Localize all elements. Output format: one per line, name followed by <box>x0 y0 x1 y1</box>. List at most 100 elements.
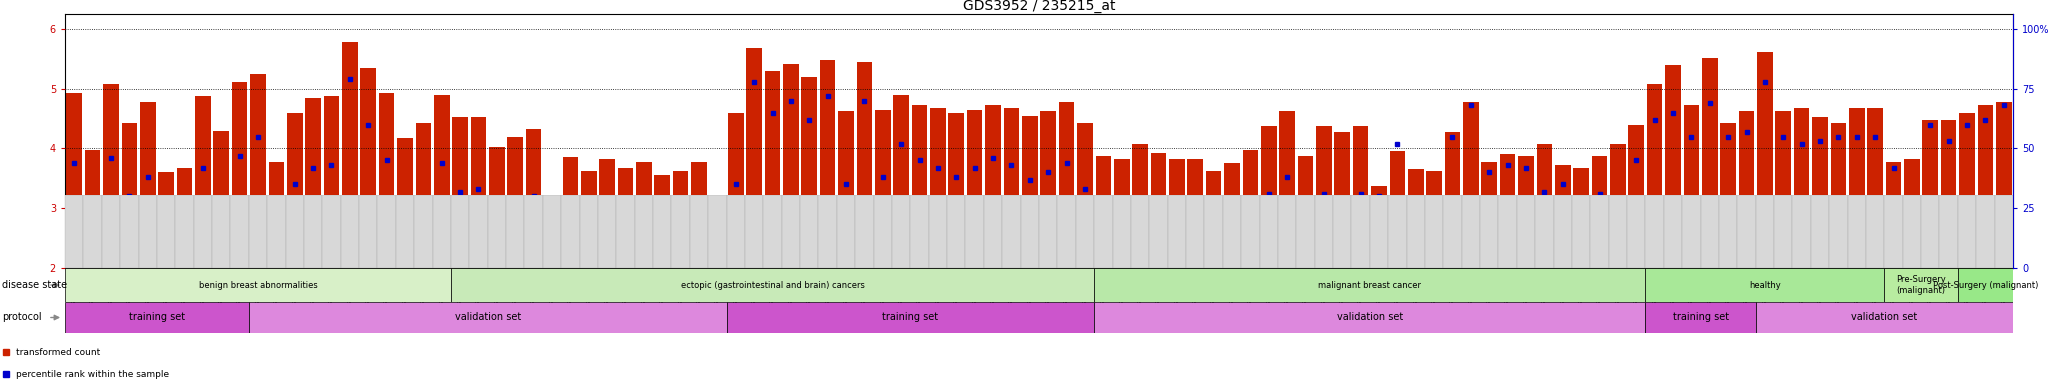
Bar <box>121 123 137 268</box>
Bar <box>1151 153 1165 268</box>
Text: malignant breast cancer: malignant breast cancer <box>1319 280 1421 290</box>
Bar <box>1206 171 1221 268</box>
Text: validation set: validation set <box>1851 313 1917 323</box>
Bar <box>1776 111 1792 268</box>
Bar <box>508 137 522 268</box>
Bar <box>764 71 780 268</box>
Bar <box>1960 113 1974 268</box>
Bar <box>102 84 119 268</box>
Bar <box>1225 164 1239 268</box>
Bar <box>600 159 614 268</box>
Bar <box>1812 118 1829 268</box>
Bar <box>545 201 559 268</box>
Bar <box>838 111 854 268</box>
Bar <box>1645 302 1755 333</box>
Bar <box>84 150 100 268</box>
Bar <box>1223 195 1241 268</box>
Bar <box>1700 195 1718 268</box>
Bar <box>1554 165 1571 268</box>
Text: training set: training set <box>883 313 938 323</box>
Bar <box>1518 195 1536 268</box>
Bar <box>1886 162 1901 268</box>
Bar <box>1683 106 1700 268</box>
Bar <box>176 195 195 268</box>
Bar <box>1149 195 1167 268</box>
Bar <box>158 172 174 268</box>
Bar <box>874 195 893 268</box>
Bar <box>561 195 580 268</box>
Bar <box>985 106 1001 268</box>
Bar <box>1663 195 1681 268</box>
Bar <box>1774 195 1792 268</box>
Bar <box>1114 159 1130 268</box>
Bar <box>1831 123 1845 268</box>
Bar <box>1317 126 1331 268</box>
Text: Post-Surgery (malignant): Post-Surgery (malignant) <box>1933 280 2038 290</box>
Bar <box>856 195 874 268</box>
Bar <box>1167 195 1186 268</box>
Bar <box>745 195 764 268</box>
Bar <box>1995 195 2013 268</box>
Bar <box>1849 108 1864 268</box>
Bar <box>395 195 414 268</box>
Bar <box>1372 185 1386 268</box>
Bar <box>1188 159 1202 268</box>
Bar <box>1333 195 1352 268</box>
Bar <box>1958 268 2013 302</box>
Bar <box>856 62 872 268</box>
Bar <box>1298 156 1313 268</box>
Bar <box>1296 195 1315 268</box>
Bar <box>342 42 358 268</box>
Bar <box>948 113 965 268</box>
Bar <box>66 302 248 333</box>
Bar <box>139 195 158 268</box>
Bar <box>176 167 193 268</box>
Bar <box>672 195 690 268</box>
Bar <box>489 147 504 268</box>
Bar <box>506 195 524 268</box>
Bar <box>379 93 395 268</box>
Bar <box>1001 195 1020 268</box>
Bar <box>487 195 506 268</box>
Bar <box>66 195 84 268</box>
Bar <box>303 195 322 268</box>
Bar <box>1645 268 1884 302</box>
Bar <box>1094 268 1645 302</box>
Bar <box>1626 195 1645 268</box>
Bar <box>1278 195 1296 268</box>
Bar <box>1094 195 1112 268</box>
Text: validation set: validation set <box>455 313 520 323</box>
Bar <box>819 195 838 268</box>
Bar <box>1499 195 1518 268</box>
Bar <box>1665 65 1681 268</box>
Bar <box>709 195 727 268</box>
Bar <box>1755 195 1774 268</box>
Bar <box>416 123 432 268</box>
Bar <box>782 195 801 268</box>
Bar <box>1407 169 1423 268</box>
Bar <box>965 195 983 268</box>
Bar <box>893 195 911 268</box>
Bar <box>1389 151 1405 268</box>
Text: Pre-Surgery
(malignant): Pre-Surgery (malignant) <box>1896 275 1946 295</box>
Bar <box>213 195 229 268</box>
Bar <box>1518 156 1534 268</box>
Text: training set: training set <box>1673 313 1729 323</box>
Bar <box>543 195 561 268</box>
Bar <box>195 195 213 268</box>
Bar <box>598 195 616 268</box>
Bar <box>1884 195 1903 268</box>
Bar <box>1425 171 1442 268</box>
Text: disease state: disease state <box>2 280 68 290</box>
Text: ectopic (gastrointestinal and brain) cancers: ectopic (gastrointestinal and brain) can… <box>680 280 864 290</box>
Bar <box>268 162 285 268</box>
Bar <box>1866 195 1884 268</box>
Bar <box>250 74 266 268</box>
Text: validation set: validation set <box>1337 313 1403 323</box>
Bar <box>655 175 670 268</box>
Bar <box>709 195 725 268</box>
Bar <box>1370 195 1389 268</box>
Text: protocol: protocol <box>2 313 41 323</box>
Bar <box>1241 195 1260 268</box>
Bar <box>1794 108 1810 268</box>
